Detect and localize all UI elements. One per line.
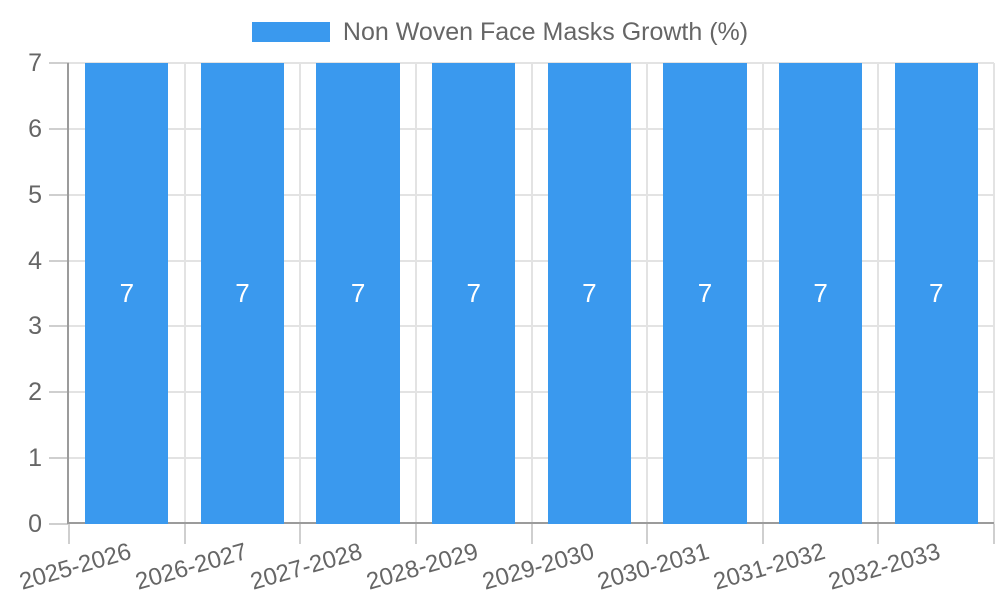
bar[interactable]: 7 bbox=[663, 63, 747, 524]
x-tickmark bbox=[877, 524, 880, 544]
legend-item[interactable]: Non Woven Face Masks Growth (%) bbox=[0, 19, 1000, 45]
x-tick-label: 2026-2027 bbox=[132, 538, 250, 596]
bar-value-label: 7 bbox=[119, 278, 135, 308]
bar[interactable]: 7 bbox=[316, 63, 400, 524]
v-gridline bbox=[646, 63, 649, 524]
y-tick-label: 6 bbox=[28, 114, 42, 143]
y-tickmark bbox=[49, 523, 69, 525]
x-tickmark bbox=[530, 524, 533, 544]
v-gridline bbox=[299, 63, 302, 524]
bar-value-label: 7 bbox=[697, 278, 713, 308]
bar-value-label: 7 bbox=[928, 278, 944, 308]
x-tickmark bbox=[68, 524, 70, 544]
bar-value-label: 7 bbox=[235, 278, 250, 308]
x-tick-label: 2032-2033 bbox=[825, 538, 944, 596]
x-tick-label: 2028-2029 bbox=[363, 538, 482, 596]
x-axis-line bbox=[67, 522, 994, 524]
y-tick-label: 5 bbox=[28, 180, 42, 209]
bar[interactable]: 7 bbox=[547, 63, 631, 524]
x-tickmark bbox=[646, 524, 649, 544]
bar[interactable]: 7 bbox=[894, 63, 978, 524]
y-tickmark bbox=[49, 62, 69, 64]
y-tickmark bbox=[49, 325, 69, 328]
x-tick-label: 2031-2032 bbox=[710, 538, 829, 596]
x-tick-label: 2025-2026 bbox=[16, 538, 135, 596]
bar-value-label: 7 bbox=[582, 278, 597, 308]
x-tick-label: 2029-2030 bbox=[478, 538, 597, 596]
v-gridline bbox=[993, 63, 995, 524]
y-tickmark bbox=[49, 457, 69, 460]
y-tick-label: 4 bbox=[28, 246, 42, 275]
y-tickmark bbox=[49, 127, 69, 130]
legend-label: Non Woven Face Masks Growth (%) bbox=[342, 18, 749, 46]
x-tickmark bbox=[414, 524, 417, 544]
y-tick-label: 1 bbox=[28, 444, 42, 473]
bar[interactable]: 7 bbox=[778, 63, 863, 524]
v-gridline bbox=[877, 63, 880, 524]
x-tickmark bbox=[993, 524, 995, 544]
y-tick-label: 7 bbox=[28, 49, 42, 77]
bar[interactable]: 7 bbox=[85, 63, 169, 524]
y-tick-label: 2 bbox=[28, 378, 42, 407]
x-tickmark bbox=[299, 524, 302, 544]
x-tick-label: 2030-2031 bbox=[594, 538, 713, 596]
v-gridline bbox=[530, 63, 533, 524]
x-tickmark bbox=[183, 524, 186, 544]
x-tickmark bbox=[761, 524, 764, 544]
y-tickmark bbox=[49, 259, 69, 262]
y-axis-line bbox=[67, 63, 69, 524]
v-gridline bbox=[183, 63, 186, 524]
y-tickmark bbox=[49, 391, 69, 394]
y-tick-label: 0 bbox=[28, 510, 42, 538]
bar-value-label: 7 bbox=[813, 278, 828, 308]
bar[interactable]: 7 bbox=[432, 63, 516, 524]
bar-value-label: 7 bbox=[350, 278, 366, 308]
bar-value-label: 7 bbox=[466, 278, 481, 308]
bar[interactable]: 7 bbox=[200, 63, 285, 524]
v-gridline bbox=[414, 63, 417, 524]
y-tickmark bbox=[49, 193, 69, 196]
legend-swatch bbox=[251, 22, 330, 42]
v-gridline bbox=[761, 63, 764, 524]
x-tick-label: 2027-2028 bbox=[247, 538, 366, 596]
y-tick-label: 3 bbox=[28, 312, 42, 341]
